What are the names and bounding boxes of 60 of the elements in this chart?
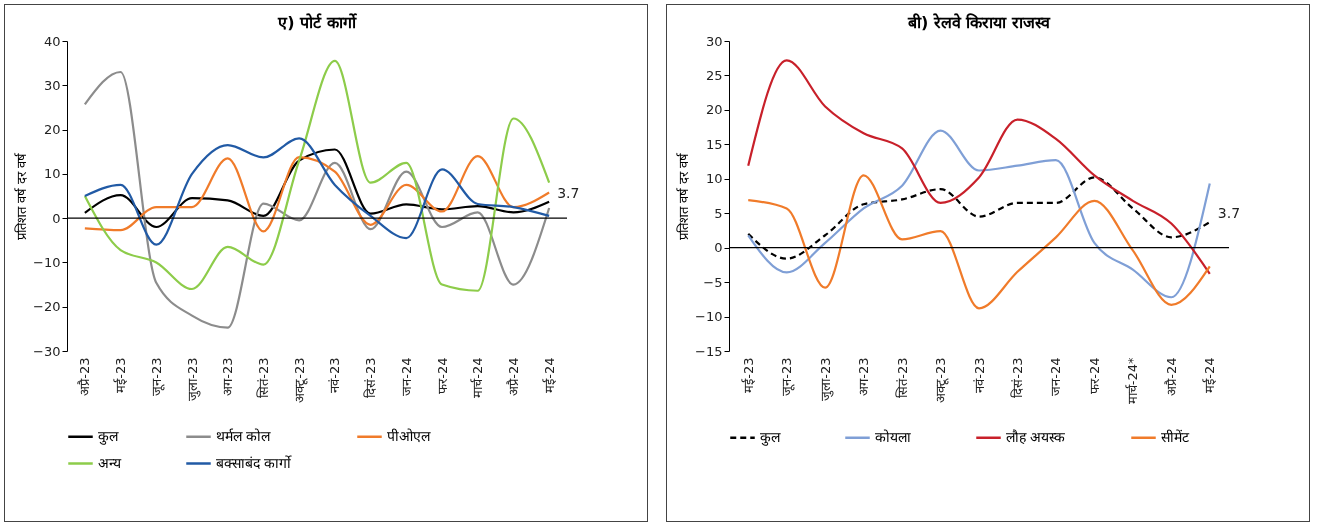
x-tick-label: मार्च-24 — [470, 357, 486, 398]
y-tick-label: 10 — [43, 166, 61, 182]
y-tick-label: −30 — [33, 343, 61, 359]
x-tick-label: सितं-23 — [894, 357, 910, 398]
x-tick-label: जुला-23 — [184, 357, 201, 401]
x-tick-label: जुला-23 — [817, 357, 834, 401]
y-axis-title: प्रतिशत वर्ष दर वर्ष — [676, 151, 692, 241]
y-tick-label: −5 — [703, 274, 723, 290]
y-tick-label: −20 — [33, 299, 61, 315]
x-tick-label: दिसं-23 — [1009, 357, 1025, 398]
y-tick-label: 20 — [705, 102, 723, 118]
legend-label: लौह अयस्क — [1006, 428, 1066, 445]
legend-label: अन्य — [98, 454, 122, 471]
y-tick-label: 40 — [43, 33, 61, 49]
legend-label: सीमेंट — [1161, 428, 1190, 445]
chart-title: बी) रेलवे किराया राजस्व — [906, 13, 1052, 32]
x-tick-label: जून-23 — [148, 357, 165, 396]
x-tick-label: अप्रै-24 — [1163, 357, 1179, 396]
y-tick-label: 30 — [705, 33, 723, 49]
x-tick-label: मई-24 — [541, 357, 557, 393]
y-tick-label: 0 — [714, 240, 723, 256]
legend-label: कुल — [98, 427, 119, 445]
y-tick-label: 5 — [714, 205, 723, 221]
x-tick-label: अक्टू-23 — [291, 357, 308, 403]
x-tick-label: सितं-23 — [255, 357, 271, 398]
x-tick-label: जन-24 — [1048, 357, 1064, 396]
legend-label: पीओएल — [387, 427, 431, 444]
x-tick-label: मई-23 — [113, 357, 129, 393]
y-tick-label: 20 — [43, 122, 61, 138]
y-tick-label: −15 — [695, 343, 723, 359]
y-tick-label: 25 — [705, 67, 723, 83]
y-tick-label: −10 — [33, 254, 61, 270]
annotation: 3.7 — [1217, 205, 1241, 222]
legend-label: कोयला — [875, 428, 911, 445]
annotation: 3.7 — [557, 184, 580, 201]
x-tick-label: अक्टू-23 — [933, 357, 950, 403]
x-tick-label: नवं-23 — [971, 357, 987, 393]
y-tick-label: −10 — [695, 309, 723, 325]
y-tick-label: 10 — [705, 171, 723, 187]
x-tick-label: अग-23 — [856, 357, 872, 396]
x-tick-label: मई-23 — [740, 357, 756, 393]
x-tick-label: मार्च-24* — [1125, 357, 1141, 405]
chart-title: ए) पोर्ट कार्गो — [277, 13, 358, 32]
x-tick-label: नवं-23 — [327, 357, 343, 393]
x-tick-label: फर-24 — [434, 357, 450, 394]
x-tick-label: फर-24 — [1086, 357, 1102, 394]
x-tick-label: अप्रै-24 — [505, 357, 521, 396]
x-tick-label: जून-23 — [779, 357, 796, 396]
x-tick-label: अप्रै-23 — [77, 357, 93, 396]
legend-label: थर्मल कोल — [216, 427, 272, 444]
y-tick-label: 30 — [43, 77, 61, 93]
legend-label: बक्साबंद कार्गो — [216, 454, 293, 471]
y-axis-title: प्रतिशत वर्ष दर वर्ष — [14, 151, 30, 241]
x-tick-label: अग-23 — [220, 357, 236, 396]
legend-label: कुल — [760, 428, 781, 446]
x-tick-label: मई-24 — [1202, 357, 1218, 393]
x-tick-label: जन-24 — [398, 357, 414, 396]
y-tick-label: 15 — [705, 136, 723, 152]
x-tick-label: दिसं-23 — [363, 357, 379, 398]
y-tick-label: 0 — [52, 210, 61, 226]
